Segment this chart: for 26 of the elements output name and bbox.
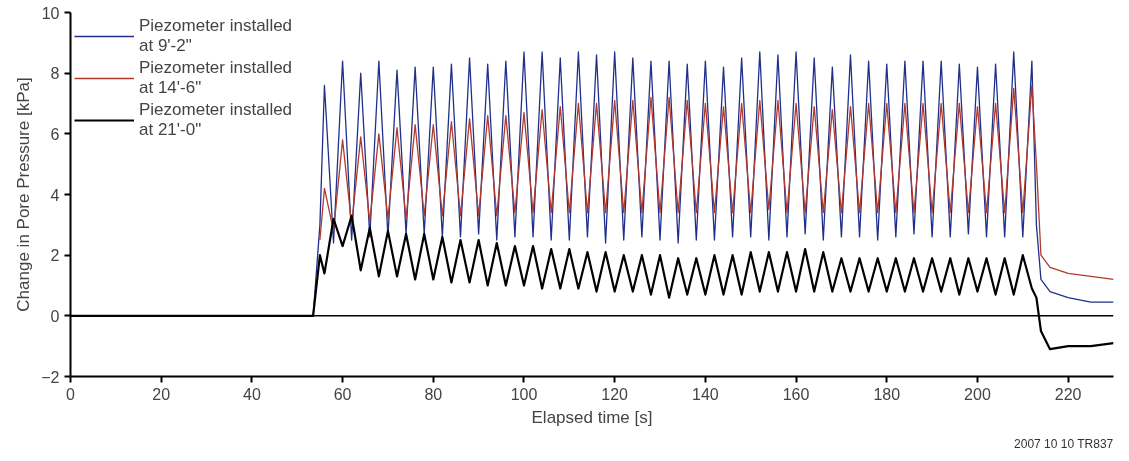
y-tick-label: −2 xyxy=(41,368,60,386)
legend-label: Piezometer installed at 9'-2" xyxy=(139,16,293,56)
x-tick-label: 60 xyxy=(333,385,352,403)
x-tick-label: 80 xyxy=(424,385,443,403)
y-tick-label: 4 xyxy=(50,186,60,204)
text: 2007 10 10 TR837 xyxy=(1014,436,1114,451)
x-tick-label: 0 xyxy=(66,385,76,403)
x-tick-label: 220 xyxy=(1054,385,1082,403)
x-tick-label: 100 xyxy=(510,385,538,403)
y-tick-label: 0 xyxy=(50,307,60,325)
x-tick-label: 160 xyxy=(782,385,810,403)
legend-label: Piezometer installed at 21'-0" xyxy=(139,100,293,140)
y-tick-label: 6 xyxy=(50,125,60,143)
x-tick-label: 40 xyxy=(242,385,261,403)
x-tick-label: 200 xyxy=(964,385,991,403)
y-tick-label: 2 xyxy=(50,247,60,265)
x-axis-title: Elapsed time [s] xyxy=(531,407,653,427)
y-tick-label: 10 xyxy=(41,4,60,22)
y-tick-label: 8 xyxy=(50,65,60,83)
line-series xyxy=(319,84,1114,281)
x-tick-label: 20 xyxy=(152,385,171,403)
y-axis-title: Change in Pore Pressure [kPa] xyxy=(14,77,34,312)
x-tick-label: 180 xyxy=(873,385,901,403)
x-tick-label: 120 xyxy=(601,385,629,403)
legend-label: Piezometer installed at 14'-6" xyxy=(139,58,293,98)
x-tick-label: 140 xyxy=(692,385,719,403)
